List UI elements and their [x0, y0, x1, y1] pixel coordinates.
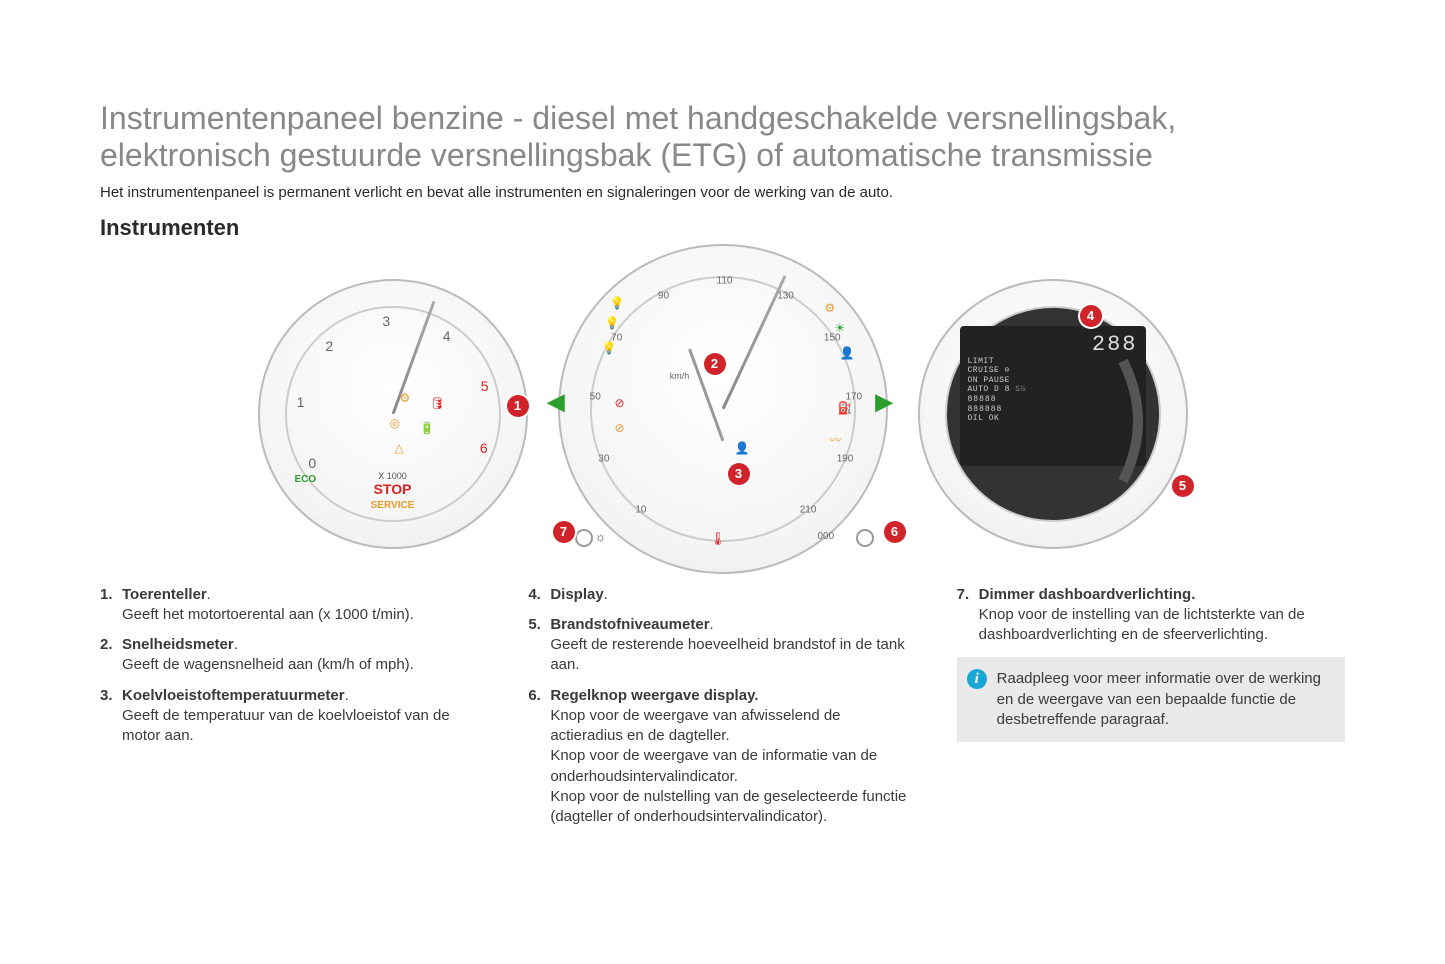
- service-label: SERVICE: [371, 500, 415, 511]
- legend-col-2: 4.Display. 5.Brandstofniveaumeter. Geeft…: [528, 585, 916, 838]
- callout-2: 2: [704, 353, 726, 375]
- speedometer-gauge: 1030507090110130150170190210 km/h 💡 💡 💡 …: [558, 244, 888, 574]
- temp-icon: 🌡: [710, 531, 727, 547]
- indicator-icon: ⚙: [825, 301, 836, 315]
- instrument-cluster-figure: 0123456 ECO X 1000 STOP SERVICE ⚙ 🛢 🔋 ◎ …: [100, 249, 1345, 569]
- callout-3: 3: [728, 463, 750, 485]
- stop-label: STOP: [374, 481, 412, 497]
- legend-item: 3.Koelvloeistoftemperatuurmeter. Geeft d…: [100, 686, 488, 747]
- left-turn-arrow-icon: ◀: [548, 389, 565, 415]
- airbag-icon: 👤: [840, 346, 855, 360]
- legend-item: 1.Toerenteller. Geeft het motortoerental…: [100, 585, 488, 626]
- steering-icon: ◎: [390, 416, 400, 430]
- abs-icon: ⊘: [615, 421, 625, 435]
- dimmer-icon: ☼: [595, 529, 607, 544]
- tach-unit-label: X 1000: [378, 471, 407, 481]
- page-subtitle: Het instrumentenpaneel is permanent verl…: [100, 184, 1345, 201]
- legend-item: 4.Display.: [528, 585, 916, 605]
- engine-icon: ⚙: [400, 391, 411, 405]
- headlight-icon: 💡: [610, 296, 625, 310]
- legend-columns: 1.Toerenteller. Geeft het motortoerental…: [100, 585, 1345, 838]
- info-note-text: Raadpleeg voor meer informatie over de w…: [997, 670, 1321, 728]
- fuel-gauge-arc: [1118, 351, 1158, 491]
- warn-triangle-icon: △: [395, 441, 404, 455]
- callout-6: 6: [884, 521, 906, 543]
- legend-item: 2.Snelheidsmeter. Geeft de wagensnelheid…: [100, 635, 488, 676]
- legend-item: 7.Dimmer dashboardverlichting. Knop voor…: [957, 585, 1345, 646]
- fuel-icon: ⛽: [838, 401, 853, 415]
- legend-item: 6.Regelknop weergave display. Knop voor …: [528, 686, 916, 828]
- legend-item: 5.Brandstofniveaumeter. Geeft de restere…: [528, 615, 916, 676]
- eco-label: ECO: [295, 474, 317, 485]
- info-note-box: Raadpleeg voor meer informatie over de w…: [957, 657, 1345, 742]
- speed-unit-label: km/h: [670, 371, 690, 381]
- page-title: Instrumentenpaneel benzine - diesel met …: [100, 100, 1345, 174]
- callout-4: 4: [1080, 305, 1102, 327]
- legend-col-3: 7.Dimmer dashboardverlichting. Knop voor…: [957, 585, 1345, 838]
- battery-icon: 🔋: [420, 421, 435, 435]
- display-fuel-gauge: 288 LIMIT CRUISE ⊙ ON PAUSE AUTO D 8 S½ …: [918, 279, 1188, 549]
- light-icon: ☀: [835, 321, 846, 335]
- dimmer-button[interactable]: [575, 529, 593, 547]
- display-control-button[interactable]: [856, 529, 874, 547]
- odometer-000: 000: [818, 531, 835, 542]
- lowbeam-icon: 💡: [602, 341, 617, 355]
- section-heading: Instrumenten: [100, 215, 1345, 241]
- highbeam-icon: 💡: [605, 316, 620, 330]
- oil-icon: 🛢: [430, 396, 445, 410]
- glow-icon: 〰: [830, 431, 842, 448]
- callout-5: 5: [1172, 475, 1194, 497]
- brake-icon: ⊘: [615, 396, 625, 410]
- legend-col-1: 1.Toerenteller. Geeft het motortoerental…: [100, 585, 488, 838]
- right-turn-arrow-icon: ▶: [876, 389, 893, 415]
- seatbelt-icon: 👤: [735, 441, 750, 455]
- tachometer-gauge: 0123456 ECO X 1000 STOP SERVICE ⚙ 🛢 🔋 ◎ …: [258, 279, 528, 549]
- callout-7: 7: [553, 521, 575, 543]
- callout-1: 1: [507, 395, 529, 417]
